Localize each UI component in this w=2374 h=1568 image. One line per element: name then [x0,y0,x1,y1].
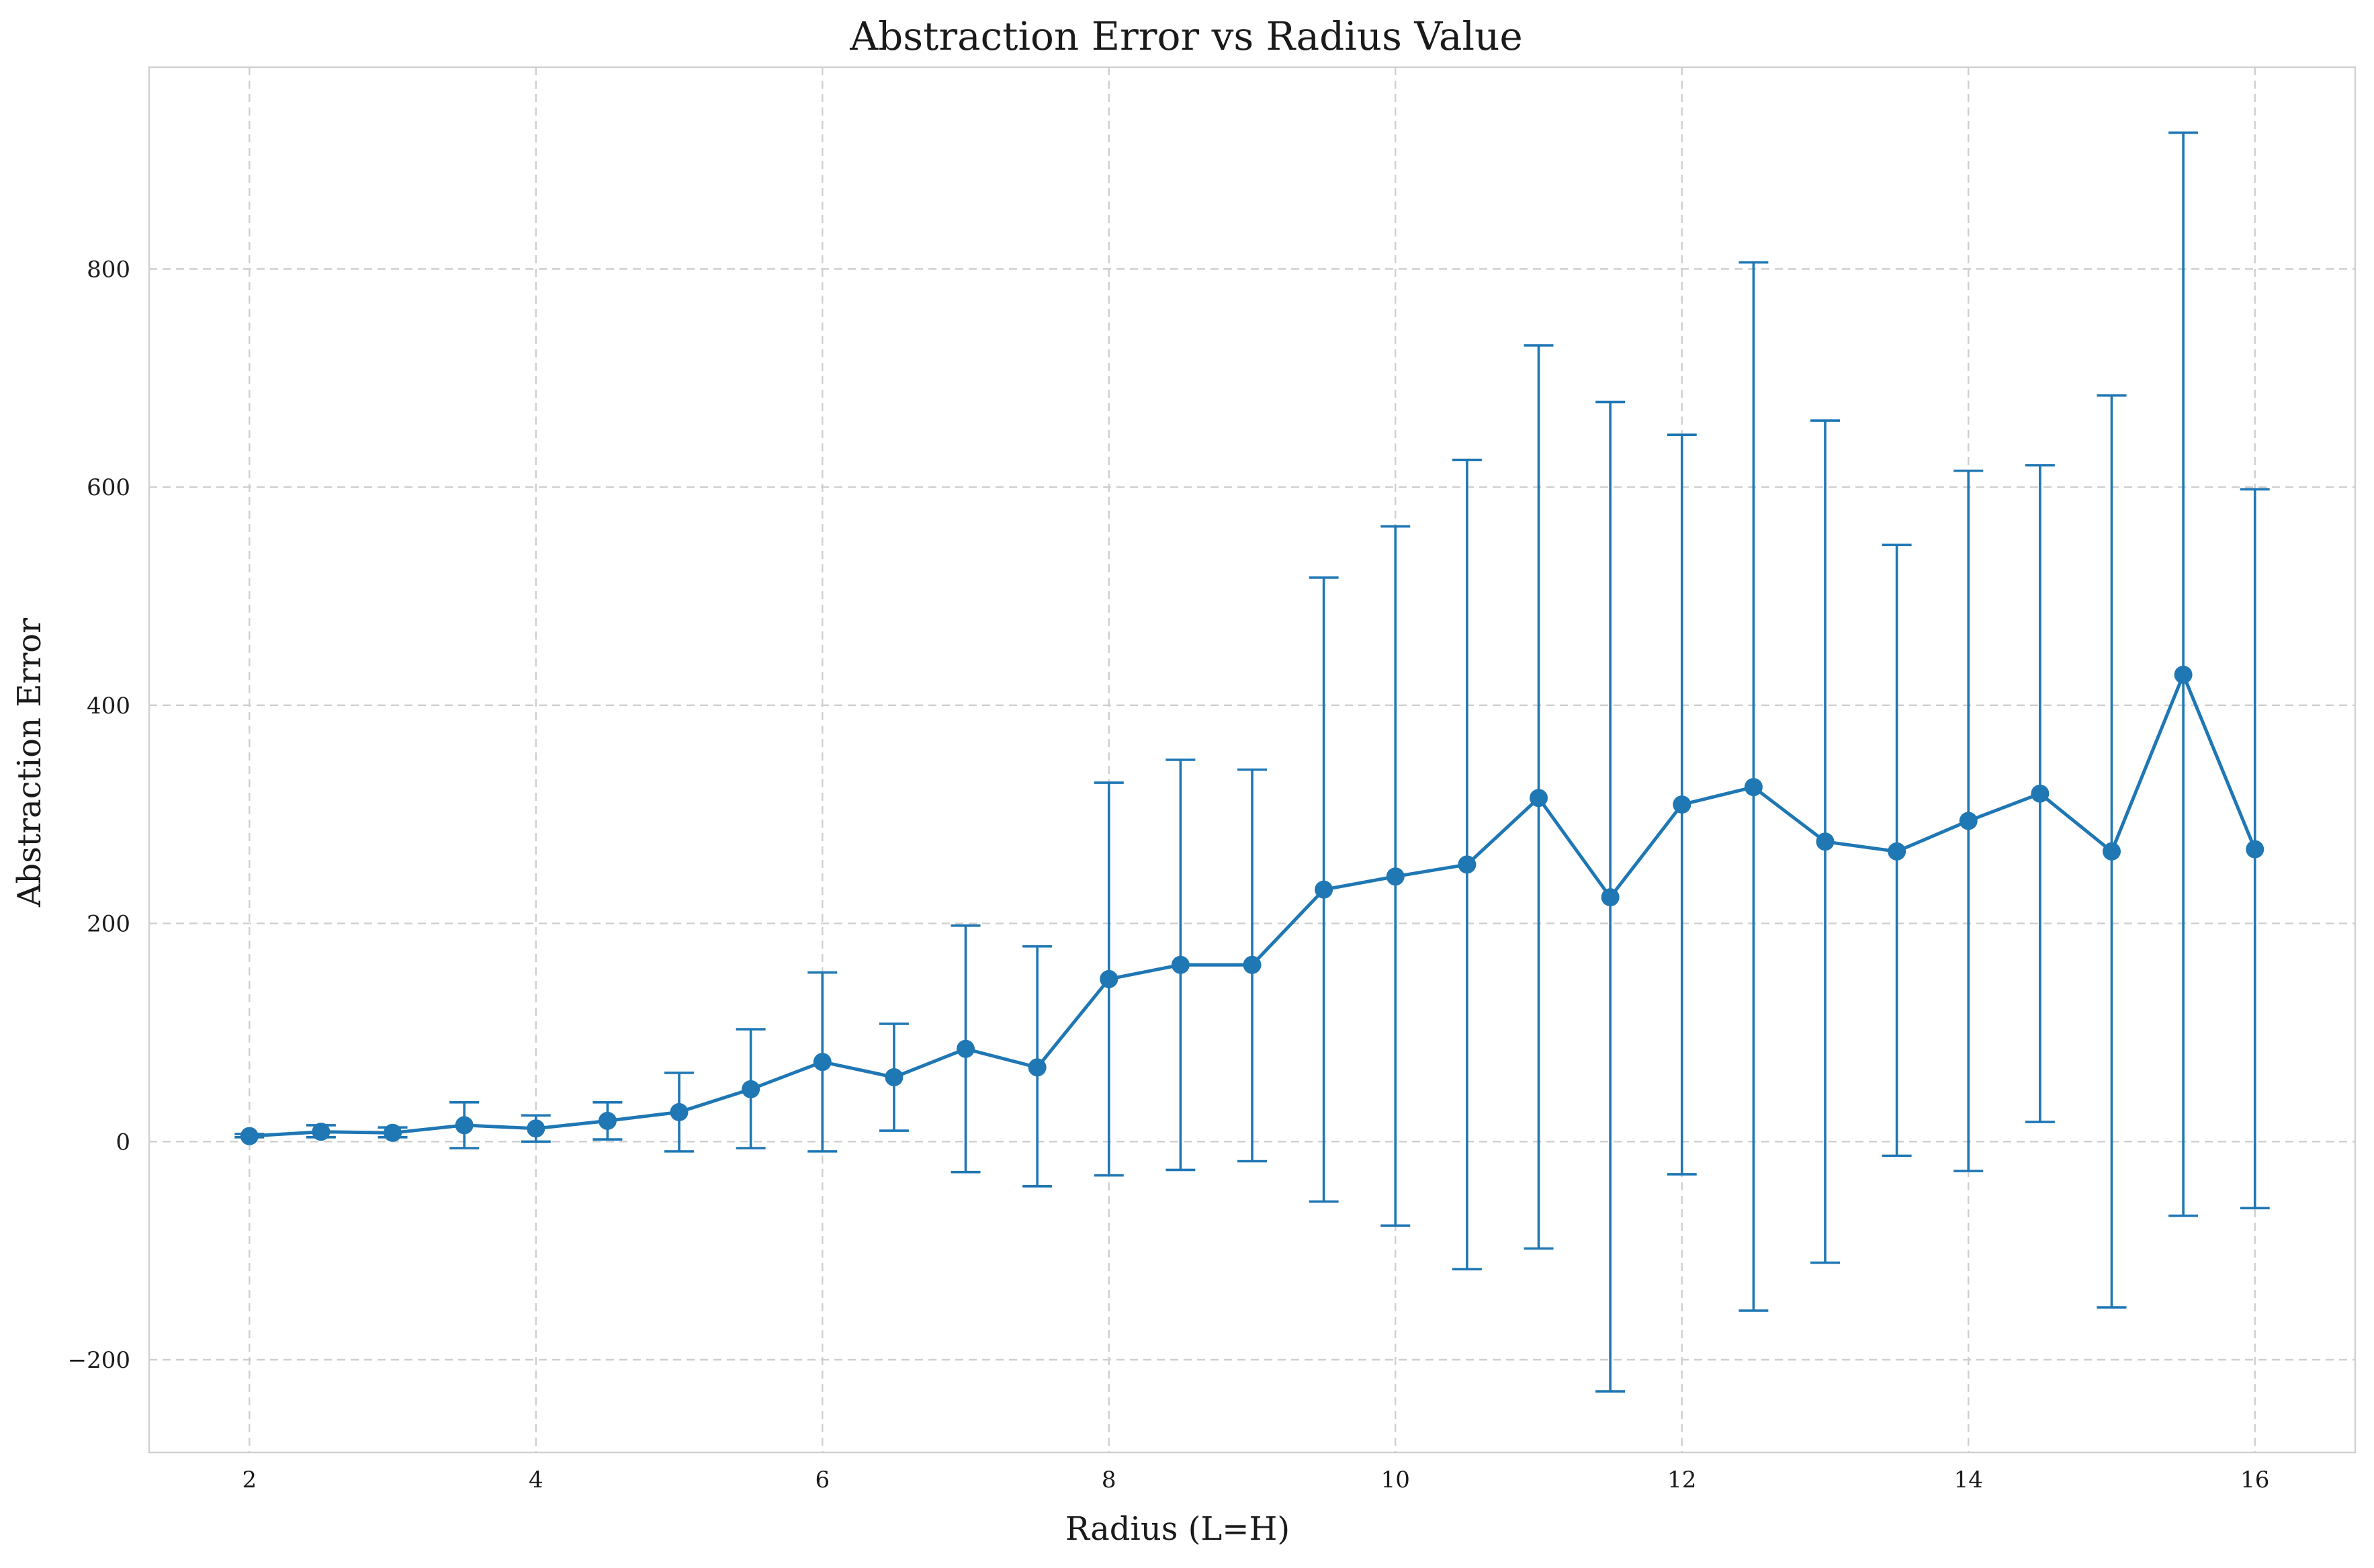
data-point [384,1123,402,1142]
data-point [742,1080,760,1098]
data-point [1028,1058,1047,1077]
plot-area [148,66,2357,1454]
data-point [1458,855,1477,874]
y-tick-label: 0 [116,1129,130,1156]
data-point [813,1053,832,1072]
data-point [1243,955,1262,974]
data-point [2174,665,2193,684]
data-point [1959,812,1978,830]
x-tick-label: 6 [815,1467,830,1493]
data-point [2246,840,2265,859]
data-point [598,1111,617,1130]
x-tick-label: 12 [1667,1467,1696,1493]
data-point [1673,795,1691,814]
data-point [885,1068,904,1086]
data-point [2031,784,2050,803]
data-point [455,1116,474,1135]
x-tick-label: 2 [242,1467,257,1493]
data-point [527,1119,545,1138]
y-tick-label: 800 [87,256,130,283]
x-tick-label: 16 [2240,1467,2269,1493]
error-bars [234,131,2270,1393]
y-tick-label: −200 [68,1347,130,1374]
data-points [240,665,2265,1145]
data-point [1100,969,1118,988]
data-point [1529,789,1548,808]
data-point [1315,880,1333,899]
data-point [1744,778,1763,797]
y-tick-label: 200 [87,911,130,938]
grid [149,67,2355,1452]
x-tick-label: 8 [1102,1467,1116,1493]
data-point [2102,842,2121,861]
x-axis-label: Radius (L=H) [1065,1510,1290,1548]
x-tick-label: 14 [1954,1467,1983,1493]
data-point [1816,832,1835,851]
data-point [1386,867,1405,886]
axis-ticks: 2 4 6 8 10 12 14 16 −200 0 200 400 600 800 [68,256,2270,1493]
x-tick-label: 4 [529,1467,543,1493]
y-tick-label: 400 [87,693,130,720]
x-tick-label: 10 [1381,1467,1410,1493]
data-point [240,1127,259,1145]
data-point [670,1102,689,1121]
data-point [957,1039,975,1058]
y-axis-label: Abstraction Error [11,618,48,908]
data-point [1601,888,1620,907]
chart-title: Abstraction Error vs Radius Value [849,13,1522,59]
data-point [312,1123,331,1141]
data-point [1888,842,1906,861]
y-tick-label: 600 [87,474,130,501]
data-point [1171,955,1190,974]
